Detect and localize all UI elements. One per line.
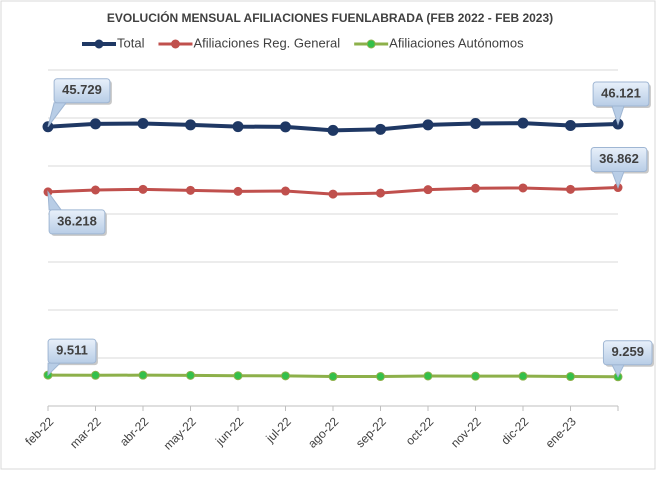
legend-label: Total xyxy=(117,35,145,50)
data-point xyxy=(280,121,291,133)
data-point xyxy=(327,124,339,136)
data-point xyxy=(470,117,481,129)
data-label: 46.121 xyxy=(601,85,641,100)
callout-box xyxy=(590,147,648,173)
callout xyxy=(47,338,98,377)
data-point xyxy=(328,189,338,199)
data-point xyxy=(518,371,528,381)
callout-box xyxy=(602,340,653,366)
data-point xyxy=(518,183,528,193)
chart-frame xyxy=(0,0,656,470)
legend-label: Afiliaciones Reg. General xyxy=(193,35,340,50)
data-point xyxy=(375,123,386,135)
data-point xyxy=(328,372,338,382)
data-point xyxy=(376,188,385,198)
callout xyxy=(602,340,654,378)
data-point xyxy=(186,185,195,195)
data-point xyxy=(137,117,149,129)
legend-marker xyxy=(170,39,180,49)
data-point xyxy=(91,185,100,195)
data-label: 9.511 xyxy=(56,343,88,358)
data-point xyxy=(233,186,243,196)
data-point xyxy=(565,120,576,132)
callout xyxy=(47,78,112,128)
data-point xyxy=(422,119,434,131)
data-label: 36.218 xyxy=(57,213,97,228)
legend-marker xyxy=(94,39,104,49)
data-point xyxy=(138,184,148,194)
data-point xyxy=(90,118,101,130)
callout-box xyxy=(48,209,106,235)
data-point xyxy=(423,371,433,381)
callout-box xyxy=(47,338,97,364)
chart-title: EVOLUCIÓN MENSUAL AFILIACIONES FUENLABRA… xyxy=(107,10,553,25)
data-point xyxy=(566,372,575,382)
callout xyxy=(592,81,651,126)
data-label: 36.862 xyxy=(599,151,639,166)
data-point xyxy=(423,185,433,195)
data-point xyxy=(281,371,290,381)
data-point xyxy=(91,370,100,380)
callout xyxy=(590,147,649,189)
callout-box xyxy=(53,78,111,104)
callout xyxy=(47,190,107,236)
data-point xyxy=(232,121,244,133)
data-point xyxy=(186,370,195,380)
legend-marker xyxy=(366,39,376,49)
callout-box xyxy=(592,81,650,107)
data-point xyxy=(138,370,148,380)
legend-label: Afiliaciones Autónomos xyxy=(389,35,524,50)
data-point xyxy=(471,183,480,193)
data-point xyxy=(185,119,196,131)
data-point xyxy=(233,371,243,381)
data-label: 45.729 xyxy=(62,82,102,97)
legend: Total Afiliaciones Reg. General Afiliacion… xyxy=(82,35,524,50)
data-point xyxy=(376,372,385,382)
data-point xyxy=(517,117,529,129)
data-point xyxy=(566,184,575,194)
data-point xyxy=(471,371,480,381)
data-label: 9.259 xyxy=(611,344,644,359)
data-point xyxy=(281,186,290,196)
